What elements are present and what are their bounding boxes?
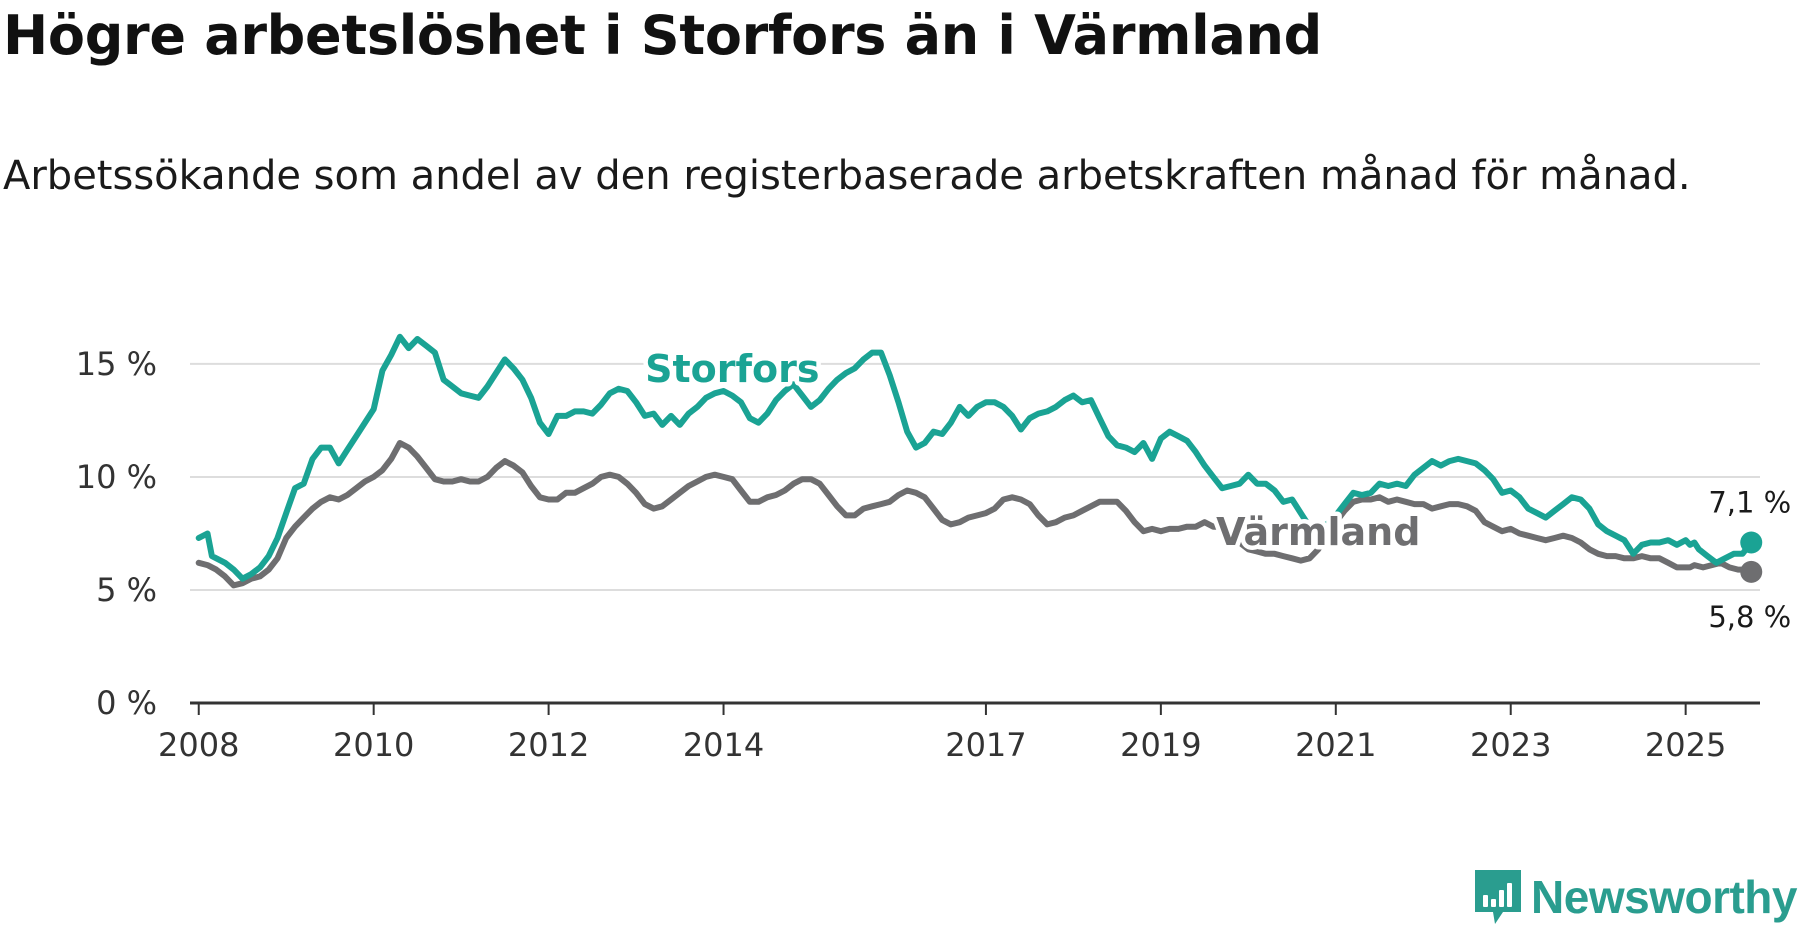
y-tick-label: 15 % bbox=[76, 345, 157, 383]
series-line-värmland bbox=[195, 440, 1755, 589]
series-lines bbox=[195, 333, 1755, 589]
x-tick-label: 2021 bbox=[1295, 726, 1376, 764]
brand-name: Newsworthy bbox=[1531, 871, 1797, 923]
x-tick-label: 2019 bbox=[1120, 726, 1201, 764]
chart-title: Högre arbetslöshet i Storfors än i Värml… bbox=[3, 4, 1322, 67]
newsworthy-icon bbox=[1475, 870, 1522, 924]
x-axis: 2008 2010 2012 2014 2017 2019 2021 2023 2025 bbox=[158, 701, 1760, 764]
x-tick-label: 2010 bbox=[333, 726, 414, 764]
x-tick-label: 2012 bbox=[508, 726, 589, 764]
series-name-label: Storfors bbox=[645, 347, 819, 391]
y-tick-label: 0 % bbox=[96, 684, 157, 722]
y-axis: 0 % 5 % 10 % 15 % bbox=[76, 345, 157, 722]
end-value-label: 7,1 % bbox=[1708, 485, 1791, 519]
x-tick-label: 2014 bbox=[683, 726, 764, 764]
series-labels: Storfors Värmland bbox=[641, 342, 1425, 558]
chart-subtitle: Arbetssökande som andel av den registerb… bbox=[3, 153, 1691, 199]
end-markers: 7,1 % 5,8 % bbox=[1705, 482, 1794, 636]
x-tick-label: 2008 bbox=[158, 726, 239, 764]
gridlines bbox=[190, 362, 1760, 591]
y-tick-label: 10 % bbox=[76, 458, 157, 496]
end-value-label: 5,8 % bbox=[1708, 600, 1791, 634]
x-tick-label: 2025 bbox=[1645, 726, 1726, 764]
y-tick-label: 5 % bbox=[96, 571, 157, 609]
series-name-label: Värmland bbox=[1216, 510, 1420, 554]
x-tick-label: 2023 bbox=[1470, 726, 1551, 764]
series-line-storfors bbox=[195, 333, 1755, 582]
end-marker-värmland bbox=[1740, 560, 1763, 583]
x-tick-label: 2017 bbox=[945, 726, 1026, 764]
newsworthy-logo: Newsworthy bbox=[1473, 868, 1797, 926]
end-marker-storfors bbox=[1740, 531, 1763, 554]
